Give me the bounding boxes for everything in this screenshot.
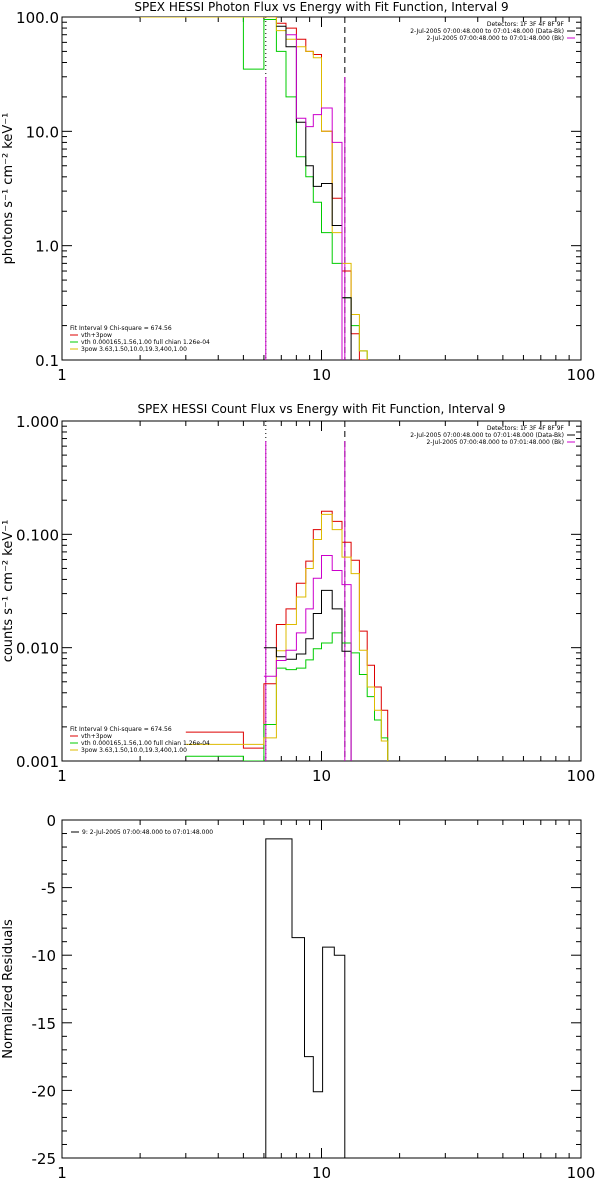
x-tick-label: 1 [57, 366, 67, 384]
y-tick-label: 10.0 [26, 123, 59, 141]
series-bk [286, 34, 343, 360]
y-axis-label: Normalized Residuals [1, 919, 16, 1059]
series-bk [263, 555, 352, 761]
legend-entry: Detectors: 1F 3F 4F 8F 9F [487, 21, 565, 28]
x-tick-label: 100 [567, 1164, 596, 1182]
x-tick-label: 100 [567, 366, 596, 384]
y-tick-label: 0.010 [16, 640, 59, 658]
legend-entry: Fit Interval 9 Chi-square = 674.56 [70, 726, 172, 733]
y-axis-label: counts s⁻¹ cm⁻² keV⁻¹ [1, 520, 16, 663]
series-9-2-jul-2005-07-00-48-000-to-07-01-48-000 [265, 838, 346, 1158]
chart-title: SPEX HESSI Count Flux vs Energy with Fit… [137, 402, 505, 416]
legend-entry: 9: 2-Jul-2005 07:00:48.000 to 07:01:48.0… [82, 829, 213, 836]
y-tick-label: -5 [41, 880, 56, 898]
y-tick-label: -15 [32, 1015, 57, 1033]
legend-entry: 3pow 3.63,1.50,10.0,19.3,400,1.00 [81, 346, 187, 353]
x-tick-label: 1 [57, 767, 67, 785]
y-tick-label: -10 [32, 947, 57, 965]
y-tick-label: 0 [46, 812, 56, 830]
plot-area [265, 838, 346, 1158]
residuals-panel: 1 10 100 0 -5 -10 -15 -20 -25 Normalized Residual… [1, 812, 595, 1182]
series-vth [185, 632, 389, 761]
y-axis-label: photons s⁻¹ cm⁻² keV⁻¹ [1, 113, 16, 265]
legend-entry: Fit Interval 9 Chi-square = 674.56 [70, 325, 172, 332]
plot-area [185, 421, 389, 761]
y-tick-label: 0.1 [35, 352, 59, 370]
photon-flux-panel: SPEX HESSI Photon Flux vs Energy with Fi… [1, 0, 595, 384]
y-tick-label: -20 [32, 1082, 57, 1100]
legend-entry: 2-Jul-2005 07:00:48.000 to 07:01:48.000 … [426, 35, 564, 42]
y-tick-label: 1.000 [16, 413, 59, 431]
legend-entry: vth 0.000165,1.56,1.00 full chian 1.26e-… [81, 740, 210, 747]
legend-entry: 3pow 3.63,1.50,10.0,19.3,400,1.00 [81, 747, 187, 754]
x-tick-label: 10 [312, 767, 331, 785]
legend-entry: 2-Jul-2005 07:00:48.000 to 07:01:48.000 … [410, 28, 564, 35]
x-tick-label: 10 [312, 1164, 331, 1182]
x-tick-label: 100 [567, 767, 596, 785]
legend-entry: 2-Jul-2005 07:00:48.000 to 07:01:48.000 … [426, 439, 564, 446]
y-tick-label: 100.0 [16, 9, 59, 27]
legend-entry: 2-Jul-2005 07:00:48.000 to 07:01:48.000 … [410, 432, 564, 439]
chart-title: SPEX HESSI Photon Flux vs Energy with Fi… [134, 0, 508, 14]
y-tick-label: 0.100 [16, 526, 59, 544]
series-3pow [185, 513, 389, 761]
y-tick-label: 1.0 [35, 238, 59, 256]
y-tick-label: 0.001 [16, 753, 59, 771]
legend-entry: vth+3pow [81, 332, 112, 339]
count-flux-panel: SPEX HESSI Count Flux vs Energy with Fit… [1, 402, 595, 785]
legend-entry: vth+3pow [81, 733, 112, 740]
x-tick-label: 10 [312, 366, 331, 384]
x-tick-label: 1 [57, 1164, 67, 1182]
y-tick-label: -25 [32, 1150, 57, 1168]
plot-area [140, 17, 368, 360]
legend-entry: Detectors: 1F 3F 4F 8F 9F [487, 425, 565, 432]
legend-entry: vth 0.000165,1.56,1.00 full chian 1.26e-… [81, 339, 210, 346]
